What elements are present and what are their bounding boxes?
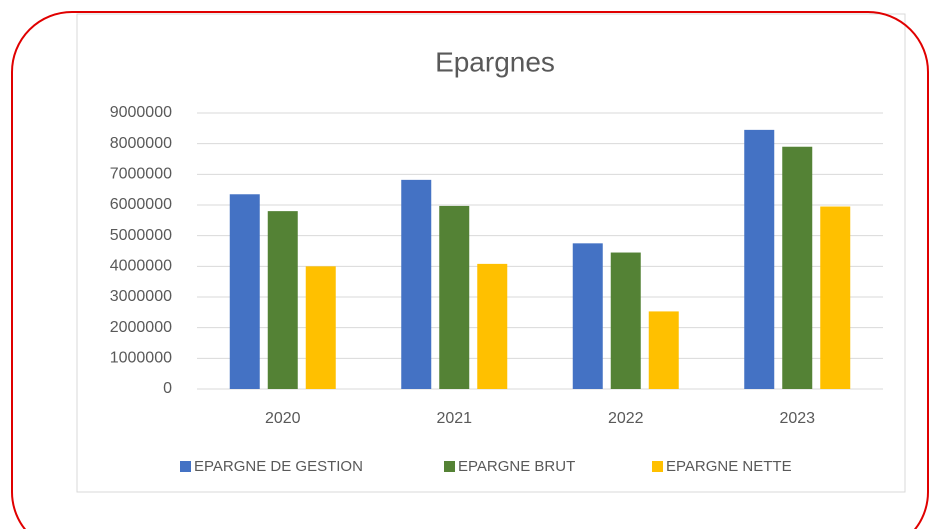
bar <box>744 129 775 389</box>
legend-label: EPARGNE DE GESTION <box>194 458 363 475</box>
y-tick-label: 3000000 <box>110 288 172 305</box>
bar <box>401 179 432 389</box>
bar <box>439 205 470 389</box>
bar <box>229 194 260 389</box>
legend-swatch <box>180 461 191 472</box>
y-tick-label: 1000000 <box>110 350 172 367</box>
bar <box>305 266 336 389</box>
legend-swatch <box>652 461 663 472</box>
y-tick-label: 5000000 <box>110 227 172 244</box>
y-tick-label: 6000000 <box>110 196 172 213</box>
red-border <box>11 11 929 529</box>
legend-swatch <box>444 461 455 472</box>
chart-title: Epargnes <box>435 46 555 77</box>
bar <box>782 146 813 389</box>
bar <box>267 211 298 389</box>
y-tick-label: 4000000 <box>110 258 172 275</box>
legend-label: EPARGNE NETTE <box>666 458 792 475</box>
y-tick-label: 2000000 <box>110 319 172 336</box>
x-tick-label: 2021 <box>436 410 472 427</box>
x-tick-label: 2023 <box>779 410 815 427</box>
y-tick-label: 8000000 <box>110 135 172 152</box>
x-tick-label: 2022 <box>608 410 644 427</box>
bar <box>820 206 851 389</box>
bar <box>648 311 679 389</box>
y-tick-label: 9000000 <box>110 104 172 121</box>
y-tick-label: 0 <box>163 380 172 397</box>
bar <box>610 252 641 389</box>
bar <box>477 263 508 389</box>
x-tick-label: 2020 <box>265 410 301 427</box>
y-tick-label: 7000000 <box>110 166 172 183</box>
legend-label: EPARGNE BRUT <box>458 458 575 475</box>
bar <box>572 243 603 389</box>
